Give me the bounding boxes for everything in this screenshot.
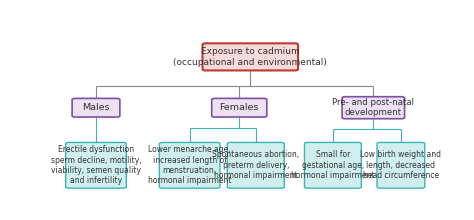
FancyBboxPatch shape [342, 97, 405, 119]
Text: Spontaneous abortion,
preterm delivery,
hormonal impairment: Spontaneous abortion, preterm delivery, … [212, 150, 300, 180]
FancyBboxPatch shape [212, 98, 267, 117]
Text: Low birth weight and
length, decreased
head circumference: Low birth weight and length, decreased h… [360, 150, 441, 180]
Text: Males: Males [82, 103, 110, 112]
FancyBboxPatch shape [202, 43, 298, 70]
FancyBboxPatch shape [377, 142, 425, 188]
Text: Lower menarche age,
increased length of
menstruation,
hormonal impairment: Lower menarche age, increased length of … [148, 145, 231, 185]
FancyBboxPatch shape [72, 98, 120, 117]
Text: Females: Females [219, 103, 259, 112]
FancyBboxPatch shape [66, 142, 126, 188]
FancyBboxPatch shape [228, 142, 284, 188]
Text: Erectile dysfunction
sperm decline, motility,
viability, semen quality
and infer: Erectile dysfunction sperm decline, moti… [51, 145, 141, 185]
FancyBboxPatch shape [304, 142, 361, 188]
Text: Small for
gestational age,
hormonal impairment: Small for gestational age, hormonal impa… [291, 150, 374, 180]
Text: Exposure to cadmium
(occupational and environmental): Exposure to cadmium (occupational and en… [173, 47, 327, 67]
FancyBboxPatch shape [159, 142, 220, 188]
Text: Pre- and post-natal
development: Pre- and post-natal development [332, 98, 414, 117]
